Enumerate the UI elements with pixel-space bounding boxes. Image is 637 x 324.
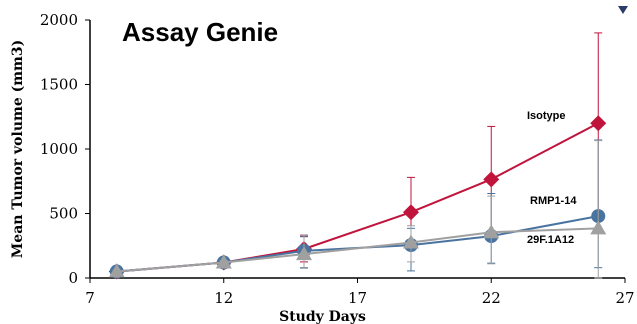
x-axis-title: Study Days xyxy=(279,309,366,324)
data-point-triangle xyxy=(108,263,125,278)
y-tick-label: 1000 xyxy=(40,140,78,158)
x-tick-label: 12 xyxy=(214,289,233,307)
data-point-diamond xyxy=(403,204,419,221)
x-tick-label: 17 xyxy=(348,289,367,307)
data-point-triangle xyxy=(590,220,607,235)
data-point-triangle xyxy=(215,254,232,269)
data-point-diamond xyxy=(483,171,500,188)
x-tick-label: 7 xyxy=(85,289,95,307)
series-line xyxy=(116,227,599,273)
series-rmp1-14 xyxy=(109,139,606,279)
data-point-diamond xyxy=(590,115,607,132)
series-layer xyxy=(108,32,607,280)
data-point-triangle xyxy=(296,246,312,261)
y-tick-label: 1500 xyxy=(40,76,78,94)
data-point-triangle xyxy=(483,224,500,239)
series-label-29f-1a12: 29F.1A12 xyxy=(527,234,574,246)
y-tick-label: 500 xyxy=(49,205,78,223)
y-tick-label: 0 xyxy=(68,269,78,287)
y-axis-title: Mean Tumor volume (mm3) xyxy=(10,40,26,258)
series-label-isotype: Isotype xyxy=(527,110,566,122)
labels: Study Days Mean Tumor volume (mm3) Assay G… xyxy=(10,6,628,324)
x-tick-label: 27 xyxy=(615,289,634,307)
series-29f-1a12 xyxy=(108,140,607,279)
x-tick-label: 22 xyxy=(482,289,501,307)
brand-text: Assay Genie xyxy=(122,17,278,47)
series-label-rmp1-14: RMP1-14 xyxy=(530,195,577,207)
y-tick-label: 2000 xyxy=(40,11,78,29)
logo-icon xyxy=(618,6,628,14)
data-point-triangle xyxy=(403,234,419,249)
axes: 0 500 1000 1500 2000 7 12 17 22 27 xyxy=(40,11,635,307)
